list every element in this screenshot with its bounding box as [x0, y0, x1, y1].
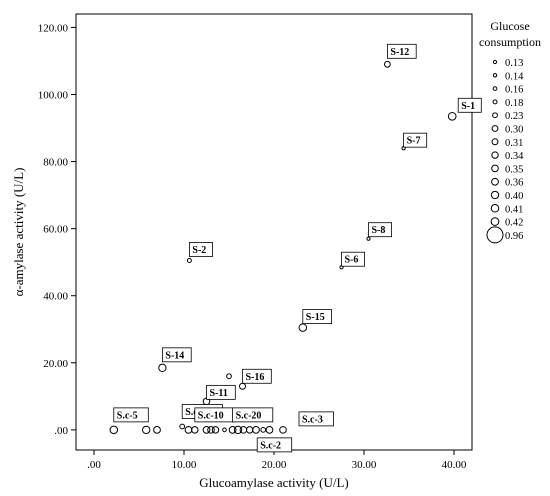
data-point: [179, 423, 186, 430]
point-label-box: [403, 132, 428, 148]
legend-entry-label: 0.96: [505, 231, 523, 242]
legend-symbol: [491, 151, 499, 159]
plot-frame: [75, 13, 473, 451]
legend-symbol: [486, 226, 504, 244]
point-label: S-15: [306, 312, 325, 323]
legend-symbol: [492, 59, 498, 65]
point-label-box: [206, 384, 236, 400]
point-label: S-6: [345, 255, 359, 266]
data-point: [226, 373, 232, 380]
y-tick-label: 100.00: [38, 89, 69, 101]
legend-symbol: [490, 204, 500, 213]
data-point: [207, 426, 215, 434]
data-point: [265, 426, 274, 434]
legend-entry-label: 0.31: [505, 138, 523, 149]
data-point: [109, 425, 119, 435]
legend-entry-label: 0.36: [505, 178, 523, 189]
legend-entry-label: 0.18: [505, 98, 523, 109]
point-label: S.c-10: [198, 410, 224, 421]
data-point: [211, 426, 220, 434]
point-label-box: [232, 407, 274, 423]
legend-symbol: [491, 138, 499, 146]
point-label-box: [161, 347, 192, 363]
legend-entry-label: 0.30: [505, 125, 523, 136]
data-point: [222, 427, 227, 433]
legend: Glucose consumption 0.13 0.14 0.16 0.18 0.23…: [479, 19, 541, 244]
x-axis-label: Glucoamylase activity (U/L): [199, 475, 348, 490]
legend-entry-label: 0.42: [505, 218, 523, 229]
x-tick-label: 40.00: [442, 459, 467, 471]
point-label-box: [113, 407, 149, 423]
legend-symbol: [491, 125, 499, 132]
legend-entry-label: 0.14: [505, 71, 524, 82]
x-tick-label: 30.00: [352, 459, 377, 471]
point-label-box: [256, 437, 293, 453]
data-point: [279, 426, 287, 434]
point-label: S-11: [210, 388, 228, 399]
y-axis-label: α-amylase activity (U/L): [11, 168, 26, 297]
x-tick-label: 20.00: [262, 459, 287, 471]
y-tick-label: 120.00: [38, 22, 69, 34]
point-label: S.c-3: [302, 414, 323, 425]
point-label: S-1: [461, 101, 475, 112]
y-tick-label: 60.00: [43, 224, 68, 236]
data-point: [142, 425, 151, 435]
data-point: [252, 426, 260, 434]
data-point: [233, 425, 243, 435]
legend-symbol: [492, 99, 498, 105]
point-label: S-2: [192, 245, 206, 256]
y-tick-label: 40.00: [43, 291, 68, 303]
data-point: [260, 427, 267, 433]
point-label-box: [298, 411, 334, 427]
point-label: S-8: [372, 225, 386, 236]
y-tick-label: 80.00: [43, 157, 68, 169]
data-point: [158, 363, 167, 373]
point-label-box: [368, 222, 393, 238]
point-label: S-14: [165, 350, 184, 361]
point-label-box: [242, 368, 272, 384]
x-tick-label: .00: [87, 459, 101, 471]
data-point: [447, 111, 457, 121]
y-tick-label: 20.00: [43, 358, 68, 370]
legend-symbol: [490, 190, 500, 200]
legend-title-line-1: Glucose: [490, 19, 529, 33]
data-point: [191, 426, 199, 434]
legend-symbol: [490, 217, 500, 226]
point-labels: S-1 S-12 S-7 S-8 S-6 S-2 S-15 S-14 S-16 S-11 S.c-5…: [113, 43, 482, 453]
data-point: [228, 426, 237, 434]
point-label-box: [341, 251, 366, 267]
x-tick-label: 10.00: [172, 459, 197, 471]
point-label-box: [386, 43, 417, 59]
legend-symbol: [492, 73, 498, 78]
axes-ticks: .00 10.00 20.00 30.00 40.00 .00 20.00 40.00 60.0…: [38, 22, 467, 471]
data-point: [202, 426, 211, 434]
legend-symbol: [491, 164, 499, 173]
point-label-box: [457, 97, 482, 113]
legend-entry-label: 0.40: [505, 191, 523, 202]
point-label: S-16: [246, 372, 265, 383]
legend-symbol: [491, 177, 499, 186]
point-label: S.c-5: [117, 410, 138, 421]
y-tick-label: .00: [54, 425, 68, 437]
point-label: S.c-2: [260, 440, 281, 451]
legend-entry-label: 0.16: [505, 85, 523, 96]
data-point: [186, 258, 192, 263]
point-label: S.c-20: [236, 410, 262, 421]
point-label-box: [302, 309, 332, 324]
legend-entry-label: 0.13: [505, 58, 523, 69]
point-label-box: [188, 242, 213, 257]
legend-symbol: [492, 112, 498, 119]
data-point: [383, 60, 391, 68]
point-label: S-7: [407, 136, 421, 147]
point-label: S-12: [390, 47, 409, 58]
legend-entry-label: 0.41: [505, 204, 523, 215]
legend-entry-label: 0.34: [505, 151, 524, 162]
legend-symbol: [492, 86, 498, 91]
legend-entry-label: 0.35: [505, 164, 523, 175]
data-point: [153, 426, 161, 434]
legend-title-line-2: consumption: [479, 35, 541, 49]
legend-entry-label: 0.23: [505, 111, 523, 122]
